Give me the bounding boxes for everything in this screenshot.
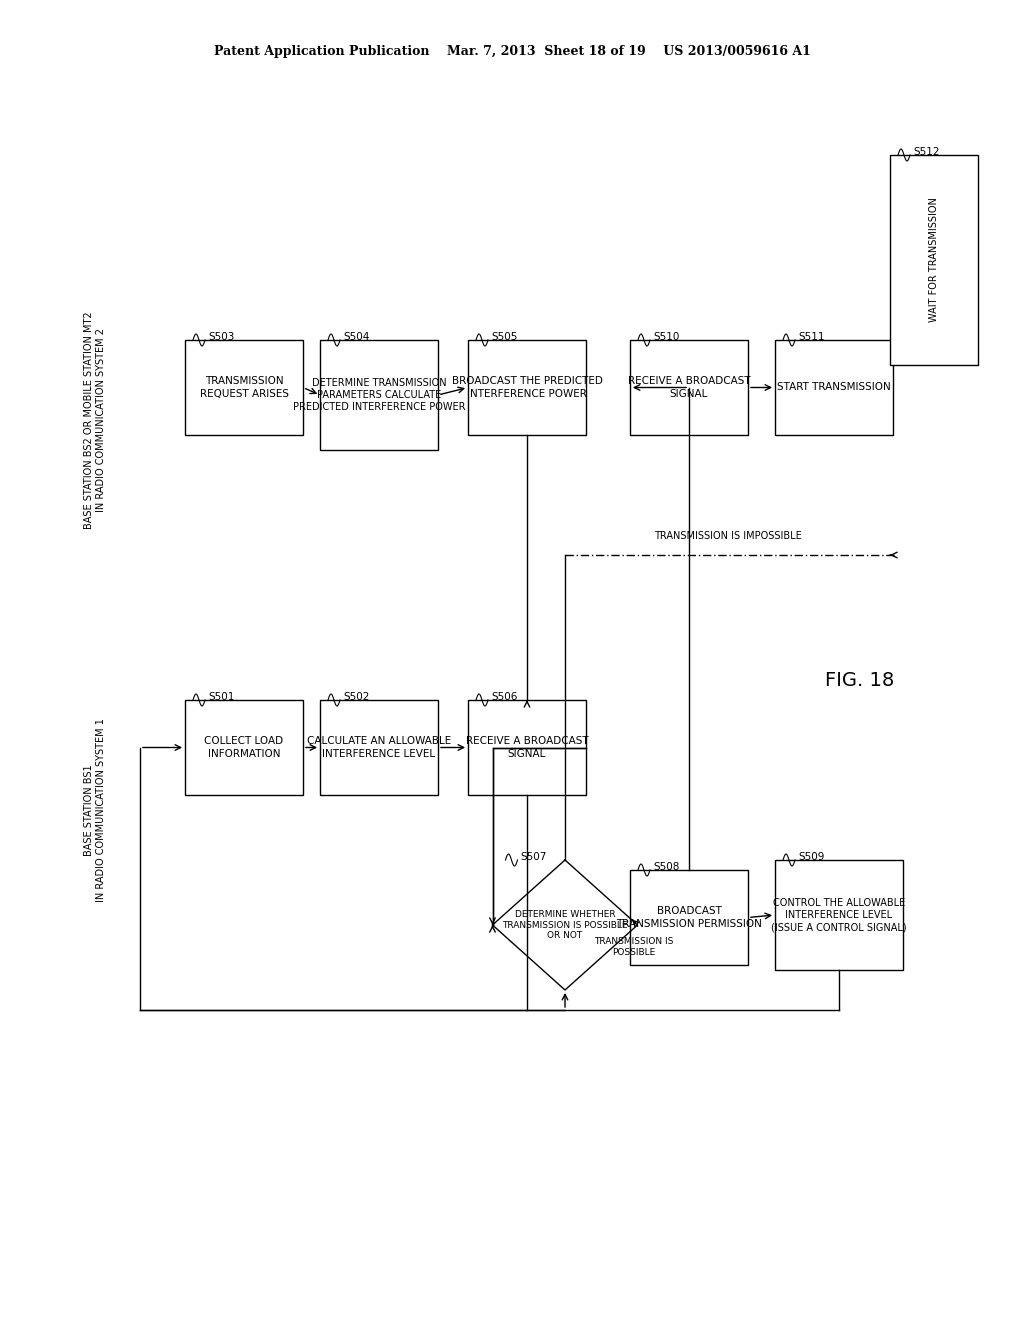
Text: S508: S508: [653, 862, 679, 873]
Text: DETERMINE WHETHER
TRANSMISSION IS POSSIBLE
OR NOT: DETERMINE WHETHER TRANSMISSION IS POSSIB…: [502, 909, 628, 940]
Text: BROADCAST THE PREDICTED
INTERFERENCE POWER: BROADCAST THE PREDICTED INTERFERENCE POW…: [452, 376, 602, 399]
Bar: [890, 154, 978, 366]
Text: RECEIVE A BROADCAST
SIGNAL: RECEIVE A BROADCAST SIGNAL: [628, 376, 751, 399]
Text: S511: S511: [798, 333, 824, 342]
Text: S506: S506: [490, 692, 517, 702]
Text: S501: S501: [208, 692, 234, 702]
Bar: [319, 700, 438, 795]
Text: S505: S505: [490, 333, 517, 342]
Text: S504: S504: [343, 333, 370, 342]
Text: S510: S510: [653, 333, 679, 342]
Text: DETERMINE TRANSMISSION
PARAMETERS CALCULATE
PREDICTED INTERFERENCE POWER: DETERMINE TRANSMISSION PARAMETERS CALCUL…: [293, 378, 465, 412]
Text: TRANSMISSION IS
POSSIBLE: TRANSMISSION IS POSSIBLE: [594, 937, 674, 957]
Text: S502: S502: [343, 692, 370, 702]
Bar: [468, 341, 586, 436]
Text: BROADCAST
TRANSMISSION PERMISSION: BROADCAST TRANSMISSION PERMISSION: [616, 907, 762, 929]
Text: S503: S503: [208, 333, 234, 342]
Text: S507: S507: [520, 851, 547, 862]
Text: Patent Application Publication    Mar. 7, 2013  Sheet 18 of 19    US 2013/005961: Patent Application Publication Mar. 7, 2…: [214, 45, 810, 58]
Bar: [630, 341, 748, 436]
Bar: [468, 700, 586, 795]
Text: BASE STATION BS1
IN RADIO COMMUNICATION SYSTEM 1: BASE STATION BS1 IN RADIO COMMUNICATION …: [84, 718, 105, 902]
Bar: [630, 870, 748, 965]
Text: TRANSMISSION IS IMPOSSIBLE: TRANSMISSION IS IMPOSSIBLE: [653, 531, 802, 541]
Text: CONTROL THE ALLOWABLE
INTERFERENCE LEVEL
(ISSUE A CONTROL SIGNAL): CONTROL THE ALLOWABLE INTERFERENCE LEVEL…: [771, 898, 907, 932]
Text: FIG. 18: FIG. 18: [825, 671, 895, 689]
Text: START TRANSMISSION: START TRANSMISSION: [777, 383, 891, 392]
Bar: [185, 341, 303, 436]
Text: S512: S512: [913, 147, 939, 157]
Text: S509: S509: [798, 851, 824, 862]
Text: BASE STATION BS2 OR MOBILE STATION MT2
IN RADIO COMMUNICATION SYSTEM 2: BASE STATION BS2 OR MOBILE STATION MT2 I…: [84, 312, 105, 529]
Bar: [775, 861, 903, 970]
Text: WAIT FOR TRANSMISSION: WAIT FOR TRANSMISSION: [929, 198, 939, 322]
Text: RECEIVE A BROADCAST
SIGNAL: RECEIVE A BROADCAST SIGNAL: [466, 737, 589, 759]
Text: TRANSMISSION
REQUEST ARISES: TRANSMISSION REQUEST ARISES: [200, 376, 289, 399]
Bar: [775, 341, 893, 436]
Text: COLLECT LOAD
INFORMATION: COLLECT LOAD INFORMATION: [205, 737, 284, 759]
Text: CALCULATE AN ALLOWABLE
INTERFERENCE LEVEL: CALCULATE AN ALLOWABLE INTERFERENCE LEVE…: [307, 737, 452, 759]
Bar: [319, 341, 438, 450]
Polygon shape: [493, 861, 638, 990]
Bar: [185, 700, 303, 795]
